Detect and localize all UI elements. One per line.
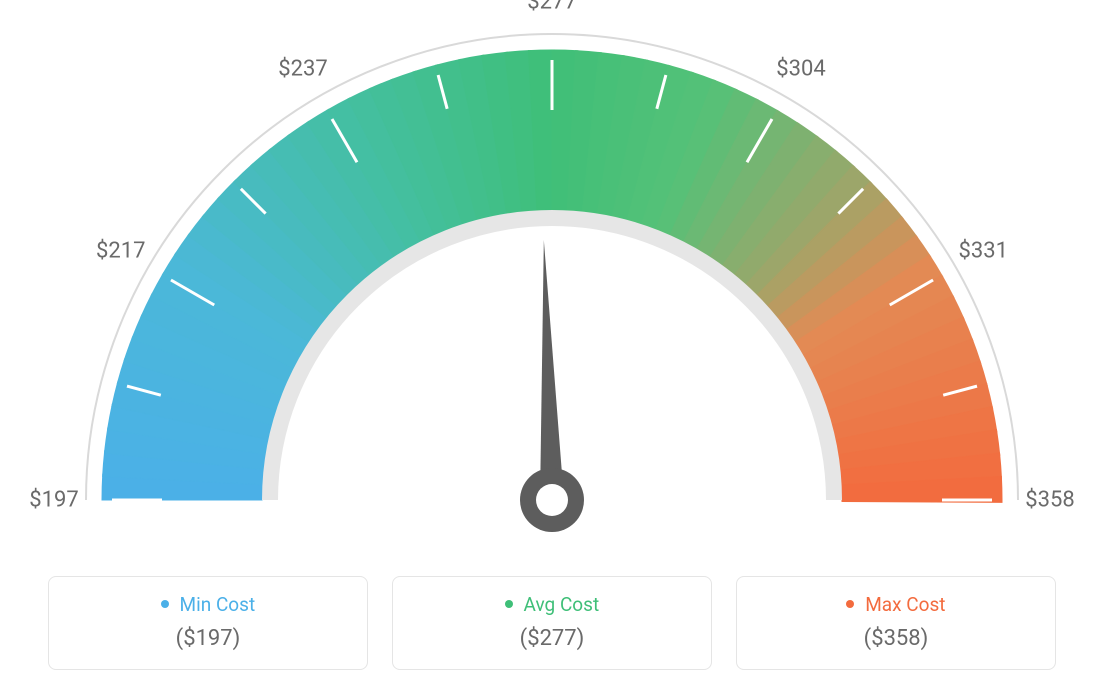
dot-icon [161,600,169,608]
legend-title-avg: Avg Cost [393,593,711,616]
legend-value-min: ($197) [49,626,367,651]
gauge-chart [0,0,1104,560]
legend-value-avg: ($277) [393,626,711,651]
gauge-tick-label: $304 [776,56,825,81]
legend-value-max: ($358) [737,626,1055,651]
legend-card-max: Max Cost ($358) [736,576,1056,670]
legend-title-avg-text: Avg Cost [524,593,600,616]
legend-row: Min Cost ($197) Avg Cost ($277) Max Cost… [0,576,1104,670]
legend-title-min: Min Cost [49,593,367,616]
gauge-tick-label: $358 [1025,488,1074,513]
legend-title-max: Max Cost [737,593,1055,616]
legend-title-max-text: Max Cost [865,593,945,616]
gauge-tick-label: $197 [29,488,78,513]
gauge-tick-label: $331 [959,239,1008,264]
legend-card-min: Min Cost ($197) [48,576,368,670]
gauge-tick-label: $217 [96,239,145,264]
gauge-tick-label: $277 [527,0,576,15]
gauge-tick-label: $237 [278,56,327,81]
legend-card-avg: Avg Cost ($277) [392,576,712,670]
dot-icon [846,600,854,608]
dot-icon [505,600,513,608]
legend-title-min-text: Min Cost [180,593,256,616]
gauge-container: $197 $217 $237 $277 $304 $331 $358 [0,0,1104,560]
